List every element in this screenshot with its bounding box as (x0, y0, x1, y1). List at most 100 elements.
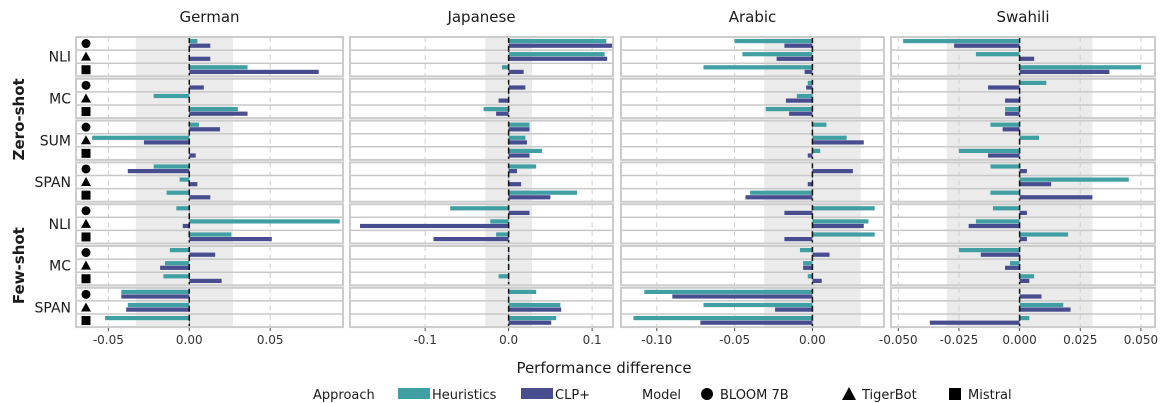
panel-border (349, 203, 614, 245)
bar-heuristics (508, 93, 510, 99)
row-label-nli: NLI (49, 50, 71, 66)
bar-heuristics (812, 122, 827, 127)
legend-model-label: Mistral (968, 388, 1012, 403)
panel-border (75, 119, 344, 161)
bar-clp (189, 111, 248, 116)
bar-heuristics (92, 135, 190, 140)
bar-clp (508, 43, 613, 48)
bar-heuristics (508, 261, 510, 266)
bar-clp (776, 56, 813, 61)
bar-heuristics (508, 148, 543, 153)
panel-border (890, 245, 1156, 287)
panel-background (350, 37, 613, 77)
bar-clp (1019, 294, 1042, 299)
panel-border (349, 36, 614, 78)
bar-clp (789, 111, 813, 116)
panel-border (620, 286, 885, 329)
panel-border (620, 161, 885, 203)
bar-heuristics (1019, 177, 1129, 182)
bar-clp (508, 69, 524, 74)
bar-heuristics (734, 39, 813, 44)
bar-clp (672, 294, 813, 299)
circle-marker (81, 164, 91, 174)
bar-clp (189, 237, 272, 242)
tolerance-band (135, 120, 233, 160)
tolerance-band (135, 162, 233, 202)
bar-clp (968, 223, 1020, 229)
bar-clp (812, 127, 813, 132)
bar-heuristics (803, 261, 813, 266)
panel-border (349, 119, 614, 161)
legend-model-title: Model (642, 388, 681, 403)
bar-heuristics (1019, 302, 1064, 308)
bar-heuristics (812, 177, 813, 182)
bar-clp (189, 85, 204, 90)
legend-square-icon (949, 388, 961, 400)
bar-heuristics (508, 289, 537, 294)
bar-heuristics (189, 122, 199, 127)
bar-clp (988, 153, 1020, 158)
bar-clp (508, 307, 562, 312)
panel-background (350, 246, 613, 286)
bar-heuristics (1019, 135, 1040, 140)
bar-heuristics (1009, 261, 1020, 266)
panel-border (620, 36, 885, 78)
circle-marker (81, 39, 91, 49)
bar-heuristics (1019, 316, 1030, 321)
square-marker (81, 107, 91, 117)
bar-clp (496, 111, 509, 116)
bar-clp (785, 98, 813, 103)
bar-heuristics (508, 164, 537, 169)
bar-heuristics (765, 107, 813, 112)
bar-clp (508, 195, 551, 200)
bar-clp (189, 195, 211, 200)
panel-border (890, 203, 1156, 245)
bar-heuristics (1019, 80, 1047, 85)
bar-heuristics (990, 164, 1020, 169)
x-tick-label: 0.00 (176, 333, 203, 347)
bar-heuristics (799, 248, 813, 253)
panel-border (75, 36, 344, 78)
bar-clp (508, 169, 517, 174)
bar-heuristics (189, 39, 198, 44)
panel-border (75, 77, 344, 120)
bar-clp (189, 182, 198, 187)
bar-heuristics (990, 122, 1020, 127)
bar-clp (784, 43, 813, 48)
bar-clp (812, 169, 853, 174)
circle-marker (81, 122, 91, 132)
bar-heuristics (179, 177, 190, 182)
x-axis-title: Performance difference (516, 359, 691, 377)
bar-clp (508, 140, 528, 145)
bar-clp (508, 210, 530, 215)
panel-border (890, 286, 1156, 329)
bar-heuristics (498, 274, 509, 279)
bar-clp (160, 265, 190, 270)
bar-heuristics (483, 107, 509, 112)
facet-title-swahili: Swahili (997, 8, 1050, 26)
panel-border (75, 161, 344, 203)
bar-heuristics (750, 190, 813, 195)
bar-clp (807, 182, 813, 187)
bar-clp (812, 278, 822, 283)
panel-border (890, 36, 1156, 78)
legend-approach-title: Approach (313, 388, 375, 403)
bar-clp (126, 307, 190, 312)
bar-heuristics (163, 274, 190, 279)
bar-clp (803, 265, 813, 270)
panel-border (349, 245, 614, 287)
bar-clp (182, 223, 190, 229)
panel-border (620, 245, 885, 287)
group-label-few-shot: Few-shot (10, 227, 28, 304)
bar-heuristics (121, 289, 190, 294)
square-marker (81, 148, 91, 158)
bar-heuristics (501, 65, 509, 70)
panel-border (75, 203, 344, 245)
panel-border (620, 119, 885, 161)
facet-title-arabic: Arabic (729, 8, 777, 26)
legend-model-label: BLOOM 7B (720, 388, 789, 403)
bar-clp (929, 320, 1020, 325)
bar-heuristics (796, 93, 813, 99)
bar-heuristics (169, 248, 190, 253)
